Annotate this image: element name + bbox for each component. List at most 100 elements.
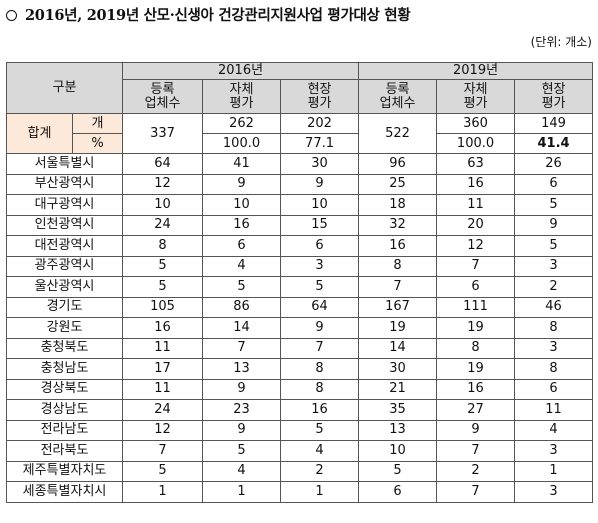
cell-self-2016: 16	[202, 214, 282, 236]
cell-region-name: 인천광역시	[5, 214, 124, 236]
cell-region-name: 전라남도	[5, 419, 124, 441]
cell-registered-2019: 7	[358, 276, 438, 298]
cell-site-2019: 26	[514, 153, 594, 175]
cell-site-2016: 5	[280, 276, 360, 298]
cell-site-2019: 6	[514, 173, 594, 195]
table-row: 대구광역시 10 10 10 18 11 5	[5, 194, 594, 216]
cell-site-2016: 8	[280, 358, 360, 380]
cell-region-name: 충청남도	[5, 358, 124, 380]
cell-self-2016: 9	[202, 419, 282, 441]
cell-site-2016: 10	[280, 194, 360, 216]
cell-registered-2019: 10	[358, 440, 438, 462]
cell-self-2016: 13	[202, 358, 282, 380]
cell-registered-2016: 1	[122, 481, 204, 503]
cell-site-2016: 4	[280, 440, 360, 462]
cell-self-2016: 9	[202, 378, 282, 400]
cell-self-2019: 12	[436, 235, 516, 257]
cell-registered-2016: 64	[122, 153, 204, 175]
cell-region-name: 경상북도	[5, 378, 124, 400]
cell-site-2016: 3	[280, 255, 360, 277]
table-row: 인천광역시 24 16 15 32 20 9	[5, 214, 594, 236]
cell-region-name: 광주광역시	[5, 255, 124, 277]
page-title: 2016년, 2019년 산모·신생아 건강관리지원사업 평가대상 현황	[6, 4, 411, 25]
cell-self-2016: 5	[202, 440, 282, 462]
table-row: 전라북도 7 5 4 10 7 3	[5, 440, 594, 462]
evaluation-table: 구분 2016년 2019년 등록 업체수 자체 평가 현장 평가 등록 업체수 자체 …	[5, 62, 594, 503]
total-unit-count: 개	[71, 113, 124, 134]
cell-registered-2019: 13	[358, 419, 438, 441]
cell-self-2016: 6	[202, 235, 282, 257]
cell-registered-2019: 25	[358, 173, 438, 195]
cell-self-2019: 63	[436, 153, 516, 175]
header-registered-2019: 등록 업체수	[358, 79, 438, 114]
cell-site-2016: 9	[280, 173, 360, 195]
cell-registered-2019: 167	[358, 296, 438, 318]
cell-registered-2016: 7	[122, 440, 204, 462]
table-row: 강원도 16 14 9 19 19 8	[5, 317, 594, 339]
total-2016-site: 202	[280, 113, 360, 134]
cell-self-2019: 27	[436, 399, 516, 421]
cell-self-2016: 86	[202, 296, 282, 318]
cell-region-name: 강원도	[5, 317, 124, 339]
cell-self-2016: 1	[202, 481, 282, 503]
cell-site-2016: 64	[280, 296, 360, 318]
cell-site-2019: 46	[514, 296, 594, 318]
cell-registered-2016: 24	[122, 399, 204, 421]
cell-self-2019: 11	[436, 194, 516, 216]
header-self-2016: 자체 평가	[202, 79, 282, 114]
total-2019-self-pct: 100.0	[436, 133, 516, 154]
cell-registered-2019: 32	[358, 214, 438, 236]
cell-region-name: 전라북도	[5, 440, 124, 462]
cell-region-name: 경상남도	[5, 399, 124, 421]
cell-site-2016: 9	[280, 317, 360, 339]
cell-self-2019: 7	[436, 481, 516, 503]
cell-registered-2016: 17	[122, 358, 204, 380]
table-row: 제주특별자치도 5 4 2 5 2 1	[5, 460, 594, 482]
total-2019-registered: 522	[358, 113, 438, 154]
cell-registered-2016: 12	[122, 173, 204, 195]
table-row: 충청남도 17 13 8 30 19 8	[5, 358, 594, 380]
cell-registered-2019: 21	[358, 378, 438, 400]
header-year-2019: 2019년	[358, 62, 594, 80]
table-row: 대전광역시 8 6 6 16 12 5	[5, 235, 594, 257]
circle-bullet-icon	[6, 10, 17, 21]
cell-site-2016: 2	[280, 460, 360, 482]
cell-self-2019: 111	[436, 296, 516, 318]
table-row: 부산광역시 12 9 9 25 16 6	[5, 173, 594, 195]
cell-site-2019: 5	[514, 235, 594, 257]
cell-registered-2016: 5	[122, 460, 204, 482]
cell-registered-2019: 30	[358, 358, 438, 380]
cell-site-2016: 15	[280, 214, 360, 236]
header-site-2016: 현장 평가	[280, 79, 360, 114]
cell-site-2019: 3	[514, 255, 594, 277]
cell-site-2016: 1	[280, 481, 360, 503]
cell-site-2019: 5	[514, 194, 594, 216]
cell-site-2019: 3	[514, 440, 594, 462]
cell-registered-2016: 105	[122, 296, 204, 318]
total-2019-site: 149	[514, 113, 594, 134]
header-self-2019: 자체 평가	[436, 79, 516, 114]
cell-self-2016: 7	[202, 337, 282, 359]
cell-region-name: 충청북도	[5, 337, 124, 359]
table-row: 경기도 105 86 64 167 111 46	[5, 296, 594, 318]
total-2016-self-pct: 100.0	[202, 133, 282, 154]
header-registered-2016: 등록 업체수	[122, 79, 204, 114]
cell-self-2019: 6	[436, 276, 516, 298]
cell-self-2016: 14	[202, 317, 282, 339]
unit-note: (단위: 개소)	[530, 35, 592, 49]
cell-site-2019: 9	[514, 214, 594, 236]
cell-site-2016: 7	[280, 337, 360, 359]
cell-site-2016: 30	[280, 153, 360, 175]
table-row: 경상북도 11 9 8 21 16 6	[5, 378, 594, 400]
cell-self-2016: 23	[202, 399, 282, 421]
cell-site-2019: 8	[514, 358, 594, 380]
title-text: 2016년, 2019년 산모·신생아 건강관리지원사업 평가대상 현황	[25, 7, 411, 24]
cell-self-2019: 7	[436, 255, 516, 277]
cell-site-2019: 4	[514, 419, 594, 441]
cell-site-2016: 8	[280, 378, 360, 400]
cell-self-2016: 41	[202, 153, 282, 175]
cell-registered-2019: 5	[358, 460, 438, 482]
cell-self-2019: 7	[436, 440, 516, 462]
cell-registered-2019: 8	[358, 255, 438, 277]
table-row: 경상남도 24 23 16 35 27 11	[5, 399, 594, 421]
